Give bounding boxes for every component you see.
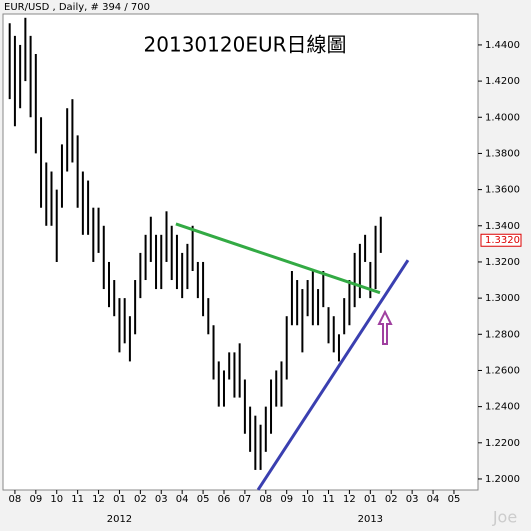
x-tick-label: 01 xyxy=(364,494,377,505)
header: EUR/USD , Daily, # 394 / 700 xyxy=(4,2,150,13)
year-label: 2012 xyxy=(107,514,132,525)
x-tick-label: 02 xyxy=(134,494,147,505)
x-tick-label: 05 xyxy=(197,494,210,505)
x-tick-label: 10 xyxy=(301,494,314,505)
x-tick-label: 03 xyxy=(155,494,168,505)
x-tick-label: 04 xyxy=(176,494,189,505)
last-price-box xyxy=(480,233,522,247)
arrow xyxy=(377,309,393,345)
x-tick-label: 01 xyxy=(113,494,126,505)
x-tick-label: 06 xyxy=(218,494,231,505)
y-tick-label: 1.3200 xyxy=(485,257,520,268)
trend-line xyxy=(175,222,381,295)
x-tick-label: 02 xyxy=(385,494,398,505)
x-tick-label: 08 xyxy=(259,494,272,505)
watermark: Joe xyxy=(492,508,517,527)
y-tick-label: 1.2200 xyxy=(485,438,520,449)
x-tick-label: 05 xyxy=(448,494,461,505)
x-tick-label: 12 xyxy=(343,494,356,505)
last-price-label: 1.3320 xyxy=(485,235,520,246)
y-tick-label: 1.3800 xyxy=(485,148,520,159)
y-tick-label: 1.4000 xyxy=(485,112,520,123)
x-tick-label: 09 xyxy=(29,494,42,505)
x-tick-label: 07 xyxy=(239,494,252,505)
x-tick-label: 11 xyxy=(322,494,335,505)
y-tick-label: 1.2000 xyxy=(485,474,520,485)
x-tick-label: 04 xyxy=(427,494,440,505)
chart-title: 20130120EUR日線圖 xyxy=(144,33,347,57)
plot-frame xyxy=(2,13,479,491)
x-tick-label: 11 xyxy=(71,494,84,505)
x-tick-label: 09 xyxy=(280,494,293,505)
y-tick-label: 1.2600 xyxy=(485,365,520,376)
x-tick-label: 12 xyxy=(92,494,105,505)
y-tick-label: 1.3000 xyxy=(485,293,520,304)
y-tick-label: 1.3600 xyxy=(485,185,520,196)
y-tick-label: 1.2800 xyxy=(485,329,520,340)
y-tick-label: 1.4400 xyxy=(485,40,520,51)
year-label: 2013 xyxy=(358,514,383,525)
y-tick-label: 1.4200 xyxy=(485,76,520,87)
y-tick-label: 1.3400 xyxy=(485,221,520,232)
x-tick-label: 03 xyxy=(406,494,419,505)
trend-line xyxy=(256,259,410,491)
x-tick-label: 10 xyxy=(50,494,63,505)
x-tick-label: 08 xyxy=(9,494,22,505)
y-tick-label: 1.2400 xyxy=(485,402,520,413)
